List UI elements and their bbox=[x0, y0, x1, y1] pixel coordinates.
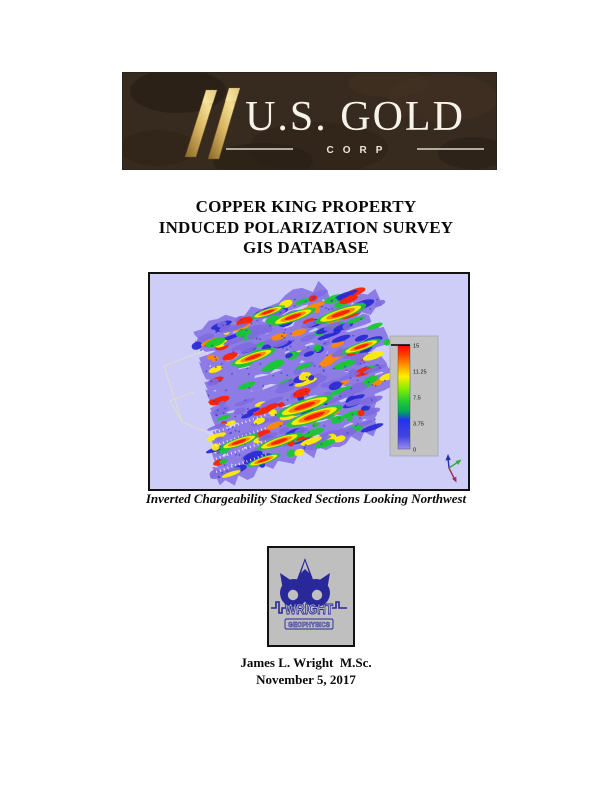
figure-caption: Inverted Chargeability Stacked Sections … bbox=[145, 491, 467, 506]
wright-logo-art: WRIGHT GEOPHYSICS bbox=[271, 558, 347, 630]
legend-tick-label: 7.5 bbox=[413, 396, 421, 402]
footer-block: James L. Wright M.Sc. November 5, 2017 bbox=[0, 654, 612, 688]
date-line: November 5, 2017 bbox=[256, 672, 356, 687]
waveform-line bbox=[332, 601, 347, 609]
chargeability-sections bbox=[191, 280, 400, 486]
wright-geophysics-logo: WRIGHT GEOPHYSICS bbox=[267, 546, 355, 647]
legend-tick-label: 11.25 bbox=[413, 370, 427, 376]
title-line-1: COPPER KING PROPERTY bbox=[195, 197, 417, 216]
us-gold-wordmark: U.S. GOLD bbox=[245, 94, 465, 140]
waveform-line bbox=[271, 601, 286, 614]
color-legend: 15 11.25 7.5 3.75 0 bbox=[389, 335, 439, 457]
title-line-3: GIS DATABASE bbox=[243, 238, 369, 257]
report-title: COPPER KING PROPERTY INDUCED POLARIZATIO… bbox=[0, 197, 612, 259]
gold-bars-icon bbox=[184, 87, 241, 160]
title-line-2: INDUCED POLARIZATION SURVEY bbox=[158, 217, 454, 237]
author-line: James L. Wright M.Sc. bbox=[240, 655, 372, 670]
wright-wordmark: WRIGHT bbox=[285, 601, 333, 618]
geophysics-label: GEOPHYSICS bbox=[288, 620, 330, 629]
legend-tick-label: 0 bbox=[413, 448, 416, 454]
wright-w-icon bbox=[280, 558, 330, 607]
corp-label: CORP bbox=[327, 145, 392, 156]
figure-frame: 15 11.25 7.5 3.75 0 bbox=[148, 272, 470, 491]
legend-tick-label: 15 bbox=[413, 344, 419, 350]
us-gold-logo-art: U.S. GOLD CORP bbox=[123, 73, 496, 169]
stacked-sections-plot: 15 11.25 7.5 3.75 0 bbox=[150, 274, 468, 489]
us-gold-logo: U.S. GOLD CORP bbox=[122, 72, 497, 170]
legend-tick-label: 3.75 bbox=[413, 422, 424, 428]
axis-triad-icon bbox=[445, 454, 462, 483]
